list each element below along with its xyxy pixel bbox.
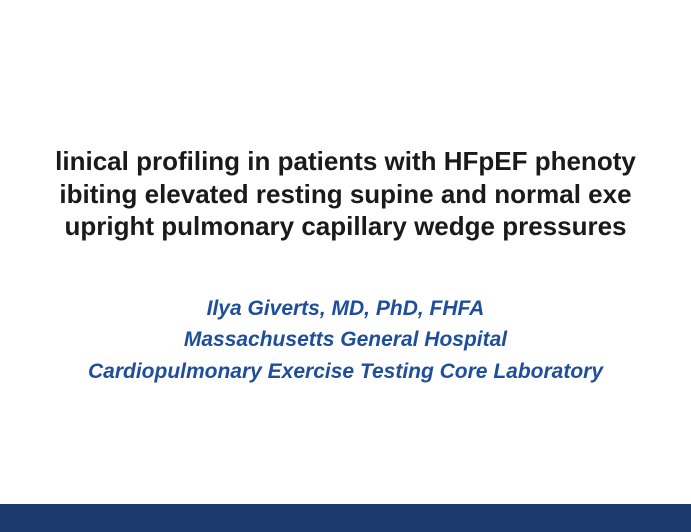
title-line-2: ibiting elevated resting supine and norm…	[0, 178, 691, 211]
title-block: linical profiling in patients with HFpEF…	[0, 145, 691, 243]
author-affiliation-1: Massachusetts General Hospital	[88, 324, 603, 356]
slide-container: linical profiling in patients with HFpEF…	[0, 0, 691, 532]
title-line-1: linical profiling in patients with HFpEF…	[0, 145, 691, 178]
bottom-bar	[0, 504, 691, 532]
author-affiliation-2: Cardiopulmonary Exercise Testing Core La…	[88, 356, 603, 388]
title-line-3: upright pulmonary capillary wedge pressu…	[0, 210, 691, 243]
author-name: Ilya Giverts, MD, PhD, FHFA	[88, 293, 603, 325]
author-block: Ilya Giverts, MD, PhD, FHFA Massachusett…	[88, 293, 603, 388]
